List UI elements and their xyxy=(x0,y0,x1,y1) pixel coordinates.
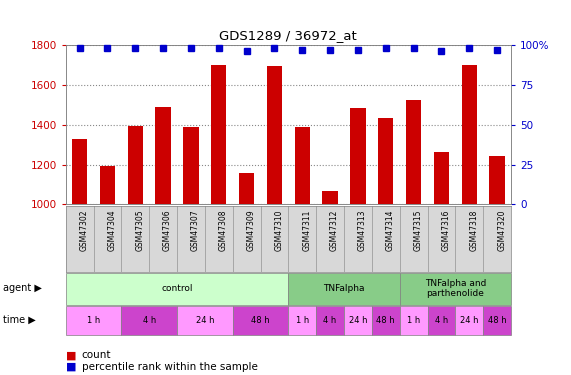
Bar xyxy=(177,306,233,334)
Bar xyxy=(66,306,122,334)
Bar xyxy=(400,306,428,334)
Text: 4 h: 4 h xyxy=(324,316,337,324)
Bar xyxy=(127,126,143,204)
Bar xyxy=(122,306,177,334)
Text: GSM47306: GSM47306 xyxy=(163,210,172,251)
Text: control: control xyxy=(161,284,193,293)
Bar xyxy=(288,306,316,334)
Bar xyxy=(72,139,87,204)
Bar xyxy=(400,273,511,304)
Text: 24 h: 24 h xyxy=(196,316,214,324)
Text: time ▶: time ▶ xyxy=(3,315,35,324)
Bar xyxy=(428,306,456,334)
Text: GSM47318: GSM47318 xyxy=(469,210,478,251)
Text: 1 h: 1 h xyxy=(296,316,309,324)
Text: TNFalpha: TNFalpha xyxy=(323,284,365,293)
Text: GSM47311: GSM47311 xyxy=(302,210,311,251)
Text: 1 h: 1 h xyxy=(407,316,420,324)
Text: GSM47308: GSM47308 xyxy=(219,210,228,251)
Bar xyxy=(406,100,421,204)
Bar xyxy=(267,66,282,204)
Text: GSM47307: GSM47307 xyxy=(191,210,200,251)
Text: GSM47320: GSM47320 xyxy=(497,210,506,251)
Bar xyxy=(434,152,449,204)
Text: count: count xyxy=(82,351,111,360)
Text: GSM47309: GSM47309 xyxy=(247,210,256,251)
Text: GSM47304: GSM47304 xyxy=(107,210,116,251)
Title: GDS1289 / 36972_at: GDS1289 / 36972_at xyxy=(219,30,357,42)
Text: GSM47310: GSM47310 xyxy=(275,210,283,251)
Bar xyxy=(233,306,288,334)
Bar xyxy=(211,65,227,204)
Text: 48 h: 48 h xyxy=(251,316,270,324)
Text: GSM47305: GSM47305 xyxy=(135,210,144,251)
Bar xyxy=(155,107,171,204)
Text: GSM47314: GSM47314 xyxy=(386,210,395,251)
Text: 48 h: 48 h xyxy=(488,316,506,324)
Text: ■: ■ xyxy=(66,362,76,372)
Text: percentile rank within the sample: percentile rank within the sample xyxy=(82,362,258,372)
Bar xyxy=(323,191,338,204)
Bar xyxy=(378,118,393,204)
Bar xyxy=(461,65,477,204)
Bar xyxy=(456,306,483,334)
Bar xyxy=(66,273,288,304)
Text: TNFalpha and
parthenolide: TNFalpha and parthenolide xyxy=(425,279,486,298)
Bar xyxy=(344,306,372,334)
Bar xyxy=(483,306,511,334)
Text: 1 h: 1 h xyxy=(87,316,100,324)
Text: 48 h: 48 h xyxy=(376,316,395,324)
Bar xyxy=(100,165,115,204)
Bar xyxy=(288,273,400,304)
Bar xyxy=(372,306,400,334)
Text: 4 h: 4 h xyxy=(143,316,156,324)
Text: GSM47302: GSM47302 xyxy=(79,210,89,251)
Text: 24 h: 24 h xyxy=(349,316,367,324)
Text: agent ▶: agent ▶ xyxy=(3,283,42,293)
Bar xyxy=(316,306,344,334)
Text: GSM47312: GSM47312 xyxy=(330,210,339,251)
Text: GSM47315: GSM47315 xyxy=(413,210,423,251)
Text: ■: ■ xyxy=(66,351,76,360)
Text: GSM47316: GSM47316 xyxy=(441,210,451,251)
Text: GSM47313: GSM47313 xyxy=(358,210,367,251)
Bar xyxy=(295,127,310,204)
Text: 24 h: 24 h xyxy=(460,316,478,324)
Text: 4 h: 4 h xyxy=(435,316,448,324)
Bar xyxy=(239,174,254,204)
Bar xyxy=(489,156,505,204)
Bar xyxy=(350,108,365,204)
Bar xyxy=(183,127,199,204)
